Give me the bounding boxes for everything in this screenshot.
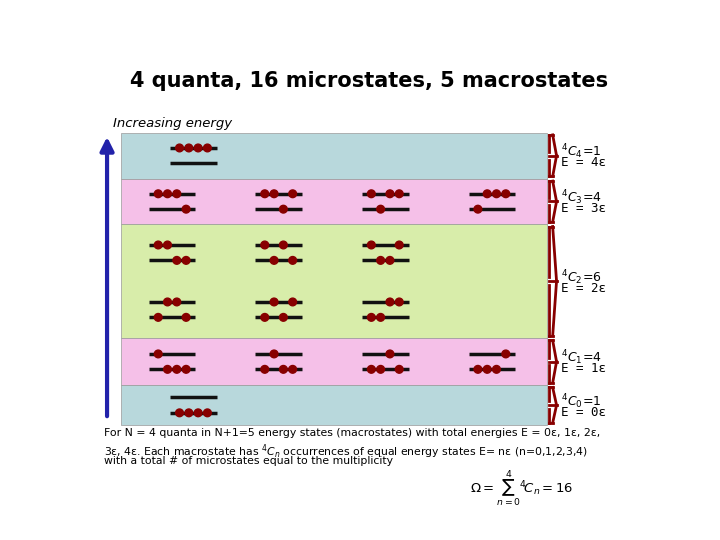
Circle shape	[194, 409, 202, 417]
Text: $^4C_0\!=\!1$: $^4C_0\!=\!1$	[561, 392, 602, 410]
Circle shape	[270, 190, 278, 198]
Circle shape	[367, 314, 375, 321]
Circle shape	[204, 144, 211, 152]
Circle shape	[154, 241, 162, 249]
Circle shape	[204, 409, 211, 417]
Circle shape	[483, 366, 491, 373]
Circle shape	[289, 190, 297, 198]
Circle shape	[377, 366, 384, 373]
Circle shape	[279, 205, 287, 213]
Bar	[121, 179, 547, 224]
Bar	[121, 338, 547, 385]
Circle shape	[173, 366, 181, 373]
Circle shape	[173, 298, 181, 306]
Text: $^4C_3\!=\!4$: $^4C_3\!=\!4$	[561, 188, 603, 207]
Circle shape	[279, 314, 287, 321]
Circle shape	[492, 366, 500, 373]
Circle shape	[185, 144, 193, 152]
Circle shape	[386, 298, 394, 306]
Circle shape	[194, 144, 202, 152]
Circle shape	[176, 409, 184, 417]
Circle shape	[270, 350, 278, 358]
Text: $^4C_1\!=\!4$: $^4C_1\!=\!4$	[561, 348, 603, 367]
Bar	[121, 132, 547, 179]
Circle shape	[502, 190, 510, 198]
Circle shape	[270, 298, 278, 306]
Circle shape	[386, 190, 394, 198]
Circle shape	[154, 190, 162, 198]
Text: E = 0ε: E = 0ε	[561, 406, 606, 419]
Text: $\Omega=\sum_{n=0}^{4}{}^4\!C_n=16$: $\Omega=\sum_{n=0}^{4}{}^4\!C_n=16$	[469, 468, 573, 508]
Text: with a total # of microstates equal to the multiplicity: with a total # of microstates equal to t…	[104, 456, 393, 466]
Circle shape	[163, 241, 171, 249]
Circle shape	[367, 366, 375, 373]
Text: E = 3ε: E = 3ε	[561, 202, 606, 215]
Text: E = 2ε: E = 2ε	[561, 281, 606, 295]
Circle shape	[377, 314, 384, 321]
Circle shape	[492, 190, 500, 198]
Circle shape	[367, 241, 375, 249]
Text: E = 4ε: E = 4ε	[561, 156, 606, 169]
Circle shape	[289, 366, 297, 373]
Circle shape	[270, 256, 278, 264]
Circle shape	[377, 205, 384, 213]
Text: For N = 4 quanta in N+1=5 energy states (macrostates) with total energies E = 0ε: For N = 4 quanta in N+1=5 energy states …	[104, 428, 600, 438]
Circle shape	[173, 256, 181, 264]
Circle shape	[395, 298, 403, 306]
Text: 3ε, 4ε. Each macrostate has $^4C_n$ occurrences of equal energy states E= nε (n=: 3ε, 4ε. Each macrostate has $^4C_n$ occu…	[104, 442, 588, 461]
Circle shape	[163, 366, 171, 373]
Circle shape	[395, 366, 403, 373]
Text: $^4C_2\!=\!6$: $^4C_2\!=\!6$	[561, 268, 603, 287]
Circle shape	[386, 350, 394, 358]
Circle shape	[176, 144, 184, 152]
Circle shape	[261, 241, 269, 249]
Circle shape	[173, 190, 181, 198]
Text: Increasing energy: Increasing energy	[113, 117, 233, 130]
Circle shape	[182, 366, 190, 373]
Circle shape	[182, 314, 190, 321]
Circle shape	[163, 298, 171, 306]
Circle shape	[395, 190, 403, 198]
Circle shape	[474, 205, 482, 213]
Circle shape	[386, 256, 394, 264]
Text: E = 1ε: E = 1ε	[561, 362, 606, 375]
Circle shape	[261, 314, 269, 321]
Bar	[121, 224, 547, 338]
Circle shape	[261, 190, 269, 198]
Circle shape	[163, 190, 171, 198]
Circle shape	[154, 314, 162, 321]
Circle shape	[182, 205, 190, 213]
Circle shape	[182, 256, 190, 264]
Circle shape	[289, 256, 297, 264]
Circle shape	[279, 241, 287, 249]
Circle shape	[154, 350, 162, 358]
Circle shape	[474, 366, 482, 373]
Circle shape	[395, 241, 403, 249]
Circle shape	[289, 298, 297, 306]
Bar	[121, 385, 547, 425]
Circle shape	[367, 190, 375, 198]
Circle shape	[377, 256, 384, 264]
Circle shape	[483, 190, 491, 198]
Circle shape	[261, 366, 269, 373]
Circle shape	[185, 409, 193, 417]
Text: $^4C_4\!=\!1$: $^4C_4\!=\!1$	[561, 143, 602, 161]
Circle shape	[279, 366, 287, 373]
Text: 4 quanta, 16 microstates, 5 macrostates: 4 quanta, 16 microstates, 5 macrostates	[130, 71, 608, 91]
Circle shape	[502, 350, 510, 358]
